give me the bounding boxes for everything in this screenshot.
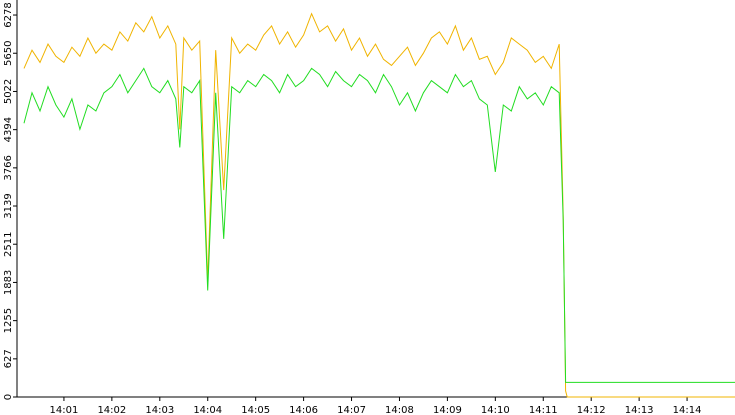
x-tick-label: 14:10 <box>481 405 510 415</box>
series-line <box>23 67 735 383</box>
x-tick-label: 14:08 <box>385 405 414 415</box>
x-tick-label: 14:14 <box>673 405 702 415</box>
x-tick-label: 14:02 <box>97 405 126 415</box>
series-line <box>23 12 735 398</box>
x-tick-label: 14:05 <box>241 405 270 415</box>
y-tick-label: 1883 <box>3 270 14 295</box>
x-tick-label: 14:01 <box>50 405 79 415</box>
y-tick-label: 4394 <box>3 117 14 142</box>
x-tick-label: 14:11 <box>529 405 558 415</box>
x-tick-label: 14:12 <box>577 405 606 415</box>
x-tick-label: 14:04 <box>193 405 222 415</box>
x-tick-label: 14:09 <box>433 405 462 415</box>
x-tick-label: 14:06 <box>289 405 318 415</box>
x-tick-label: 14:03 <box>145 405 174 415</box>
y-tick-label: 3766 <box>3 155 14 180</box>
y-tick-label: 3139 <box>3 193 14 218</box>
y-tick-label: 6278 <box>3 2 14 27</box>
y-tick-label: 2511 <box>3 231 14 256</box>
x-tick-label: 14:13 <box>625 405 654 415</box>
y-tick-label: 1255 <box>3 308 14 333</box>
y-tick-label: 5022 <box>3 79 14 104</box>
y-tick-label: 5650 <box>3 41 14 66</box>
y-tick-label: 627 <box>3 349 14 368</box>
y-tick-label: 0 <box>3 394 14 400</box>
x-tick-label: 14:07 <box>337 405 366 415</box>
